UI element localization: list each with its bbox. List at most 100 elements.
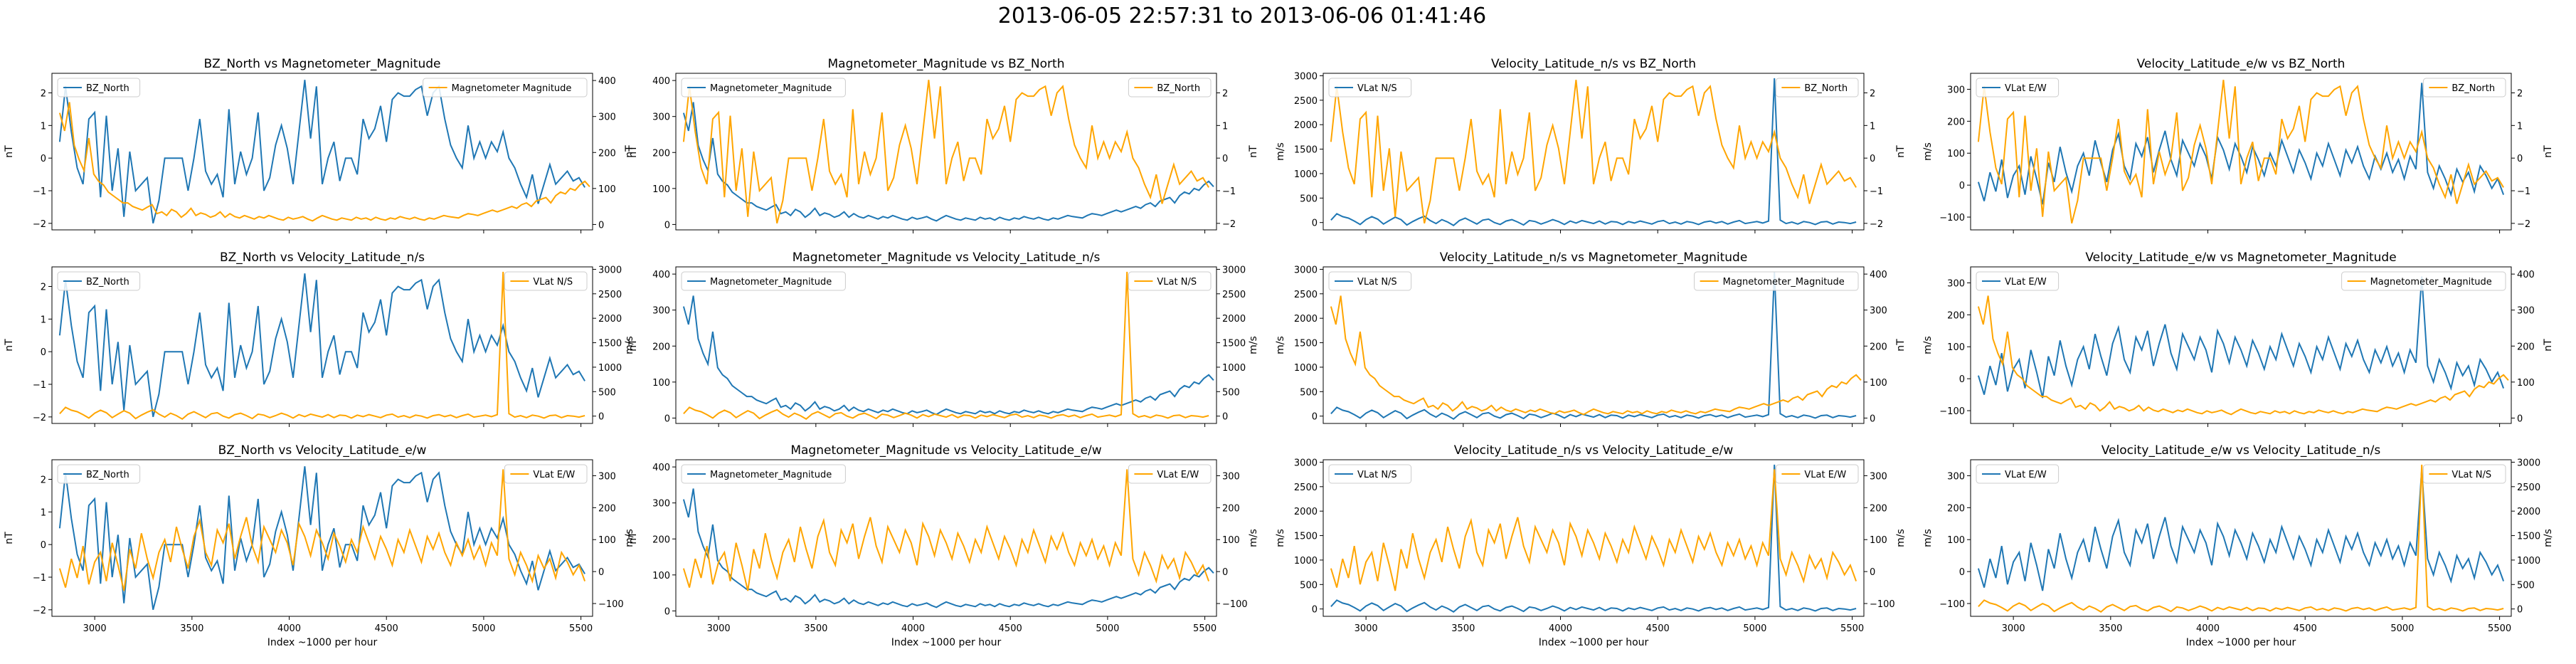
y-tick-label-left: 100 xyxy=(652,184,670,195)
y-tick-label-left: 1 xyxy=(41,507,46,518)
y-tick-label-left: 1500 xyxy=(1294,532,1318,542)
y-tick-label-right: 0 xyxy=(1870,154,1875,164)
subplot-title: Magnetometer_Magnitude vs BZ_North xyxy=(828,57,1065,71)
y-tick-label-right: 200 xyxy=(1222,503,1240,514)
subplot-3: Velocity_Latitude_n/s vs BZ_North 0 500 100… xyxy=(1275,57,1907,233)
y-tick-label-left: −2 xyxy=(33,219,46,230)
y-axis-label-left: nT xyxy=(4,145,15,158)
y-tick-label-right: −1 xyxy=(2517,186,2530,197)
legend-box xyxy=(1328,464,1412,484)
y-tick-label-right: 3000 xyxy=(1222,265,1246,275)
x-tick-label: 5500 xyxy=(569,623,593,634)
plot-frame xyxy=(675,73,1217,231)
plot-frame xyxy=(51,266,593,424)
series-line-left xyxy=(1330,464,1857,613)
legend-right: Magnetometer Magnitude xyxy=(423,78,588,98)
subplot-title: BZ_North vs Velocity_Latitude_n/s xyxy=(220,251,425,265)
y-tick-label-left: 300 xyxy=(652,112,670,123)
y-tick-label-right: 1000 xyxy=(2517,556,2540,566)
y-tick-label-right: 500 xyxy=(1222,387,1240,398)
legend-box xyxy=(57,464,141,484)
x-tick-label: 4500 xyxy=(1646,623,1670,634)
y-tick-label-left: 200 xyxy=(652,534,670,545)
y-tick-label-right: 100 xyxy=(1870,535,1887,546)
legend-label: Magnetometer_Magnitude xyxy=(710,277,832,288)
legend-label: VLat E/W xyxy=(2005,277,2047,288)
y-tick-label-left: −1 xyxy=(33,573,46,584)
legend-label: BZ_North xyxy=(86,277,129,288)
y-tick-label-right: 1 xyxy=(1222,121,1228,132)
subplot-title: Magnetometer_Magnitude vs Velocity_Latit… xyxy=(793,251,1101,265)
y-tick-label-left: 500 xyxy=(1300,194,1318,204)
x-tick-label: 3500 xyxy=(1451,623,1475,634)
series-line-left xyxy=(1977,469,2505,591)
legend-label: VLat N/S xyxy=(1357,470,1397,480)
series-line-right xyxy=(1978,464,2504,613)
x-tick-label: 3000 xyxy=(1355,623,1378,634)
y-tick-label-left: 0 xyxy=(41,540,46,551)
legend-box xyxy=(681,464,846,484)
y-tick-label-left: 0 xyxy=(1312,412,1318,423)
y-axis-label-left: m/s xyxy=(1275,142,1286,161)
y-tick-label-right: 1500 xyxy=(598,339,622,349)
legend-label: BZ_North xyxy=(2452,83,2495,94)
legend-left: VLat E/W xyxy=(1976,78,2060,98)
y-axis-label-right: m/s xyxy=(1248,336,1259,354)
legend-label: VLat N/S xyxy=(2452,470,2491,480)
y-axis-label-right: m/s xyxy=(2543,529,2554,547)
y-axis-label-right: nT xyxy=(1248,145,1259,158)
legend-left: VLat E/W xyxy=(1976,271,2060,291)
y-tick-label-left: 0 xyxy=(1959,181,1965,191)
legend-right: VLat N/S xyxy=(504,271,588,291)
y-tick-label-right: 200 xyxy=(598,503,616,514)
legend-left: BZ_North xyxy=(57,271,141,291)
y-tick-label-left: 100 xyxy=(1947,535,1965,546)
y-tick-label-right: −1 xyxy=(1222,186,1236,197)
subplot-title: BZ_North vs Magnetometer_Magnitude xyxy=(204,57,441,71)
legend-right: VLat N/S xyxy=(1128,271,1212,291)
y-tick-label-right: 300 xyxy=(1870,306,1887,317)
legend-right: VLat E/W xyxy=(504,464,588,484)
plot-frame xyxy=(51,73,593,231)
y-tick-label-right: 100 xyxy=(1222,535,1240,546)
x-tick-label: 4500 xyxy=(375,623,398,634)
y-tick-label-right: 0 xyxy=(598,220,604,231)
legend-right: BZ_North xyxy=(1128,78,1212,98)
y-tick-label-left: 1500 xyxy=(1294,339,1318,349)
legend-box xyxy=(1128,78,1212,98)
y-tick-label-right: 300 xyxy=(2517,306,2535,317)
legend-box xyxy=(57,271,141,291)
y-tick-label-right: 100 xyxy=(598,184,616,195)
series-line-right xyxy=(1977,80,2504,224)
y-tick-label-right: 0 xyxy=(1222,154,1228,164)
legend-label: VLat E/W xyxy=(1804,470,1846,480)
y-tick-label-right: 2 xyxy=(1222,89,1228,100)
x-tick-label: 4500 xyxy=(999,623,1022,634)
series-line-left xyxy=(1977,276,2505,399)
x-axis-label: Index ~1000 per hour xyxy=(1539,637,1649,648)
y-tick-label-right: 1500 xyxy=(2517,532,2540,542)
y-tick-label-right: 0 xyxy=(2517,413,2523,424)
y-axis-label-right: nT xyxy=(2543,339,2554,352)
y-tick-label-right: 2000 xyxy=(598,314,622,325)
y-tick-label-right: 400 xyxy=(598,76,616,87)
subplot-6: Magnetometer_Magnitude vs Velocity_Latit… xyxy=(627,251,1259,427)
subplot-7: Velocity_Latitude_n/s vs Magnetometer_Ma… xyxy=(1275,251,1907,427)
y-tick-label-left: 400 xyxy=(652,463,670,473)
subplot-5: BZ_North vs Velocity_Latitude_n/s −2 −1 0 1 2… xyxy=(4,251,635,427)
y-axis-label-left: nT xyxy=(4,532,15,544)
legend-label: Magnetometer_Magnitude xyxy=(2370,277,2492,288)
y-tick-label-right: 100 xyxy=(2517,378,2535,389)
legend-label: BZ_North xyxy=(1157,83,1200,94)
y-tick-label-right: 0 xyxy=(598,567,604,578)
y-tick-label-left: 0 xyxy=(664,220,670,231)
y-tick-label-left: 2 xyxy=(41,283,46,293)
y-tick-label-right: 300 xyxy=(598,471,616,482)
legend-box xyxy=(681,271,846,291)
legend-box xyxy=(1328,271,1412,291)
legend-box xyxy=(681,78,846,98)
plot-frame xyxy=(1970,459,2512,617)
y-tick-label-left: −100 xyxy=(1939,599,1965,610)
y-tick-label-right: 500 xyxy=(598,387,616,398)
